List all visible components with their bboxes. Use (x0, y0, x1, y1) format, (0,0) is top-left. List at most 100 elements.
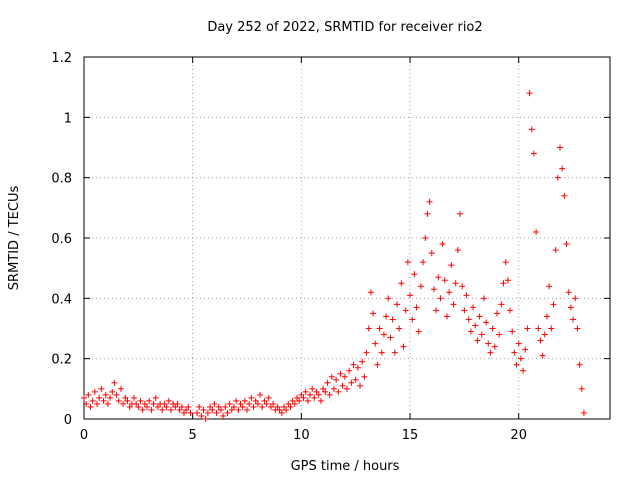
data-point (528, 126, 535, 133)
data-point (259, 403, 266, 410)
data-point (115, 397, 122, 404)
data-point (135, 403, 142, 410)
data-point (552, 247, 559, 254)
y-axis-label: SRMTID / TECUs (7, 186, 22, 291)
data-point (291, 400, 298, 407)
data-point (500, 280, 507, 287)
data-point (111, 379, 118, 386)
data-point (154, 403, 161, 410)
data-point (122, 394, 129, 401)
data-point (465, 316, 472, 323)
x-tick-label: 5 (189, 428, 197, 443)
data-point (161, 400, 168, 407)
data-point (287, 403, 294, 410)
data-point (559, 165, 566, 172)
x-tick-label: 20 (510, 428, 527, 443)
data-point (526, 90, 533, 97)
data-point (298, 391, 305, 398)
data-point (152, 394, 159, 401)
x-tick-label: 0 (80, 428, 88, 443)
data-point (196, 403, 203, 410)
data-point (483, 319, 490, 326)
data-point (491, 343, 498, 350)
data-point (309, 385, 316, 392)
data-point (417, 283, 424, 290)
data-point (109, 388, 116, 395)
data-point (146, 397, 153, 404)
data-point (241, 397, 248, 404)
data-point (230, 403, 237, 410)
y-tick-label: 0 (64, 413, 72, 428)
data-point (130, 394, 137, 401)
data-point (428, 250, 435, 257)
data-point (283, 406, 290, 413)
data-point (543, 313, 550, 320)
data-point (570, 316, 577, 323)
data-point (385, 295, 392, 302)
data-point (126, 403, 133, 410)
data-point (539, 352, 546, 359)
data-point (504, 277, 511, 284)
data-point (467, 328, 474, 335)
data-point (285, 400, 292, 407)
data-point (289, 397, 296, 404)
data-point (541, 331, 548, 338)
data-point (326, 391, 333, 398)
data-point (270, 400, 277, 407)
data-point (404, 259, 411, 266)
data-point (235, 406, 242, 413)
data-point (267, 403, 274, 410)
data-point (507, 307, 514, 314)
data-point (365, 325, 372, 332)
data-point (524, 325, 531, 332)
data-point (335, 388, 342, 395)
data-point (244, 406, 251, 413)
data-point (85, 391, 92, 398)
data-point (561, 192, 568, 199)
data-point (248, 394, 255, 401)
data-point (263, 400, 270, 407)
axis-tick-labels: 0 5 10 15 20 0 0.2 0.4 0.6 0.8 1 1.2 (51, 51, 527, 443)
data-point (311, 394, 318, 401)
axis-ticks (83, 56, 610, 420)
data-point (498, 301, 505, 308)
data-point (339, 382, 346, 389)
data-point (450, 301, 457, 308)
data-point (398, 280, 405, 287)
data-point (213, 409, 220, 416)
grid-lines (84, 57, 610, 419)
data-point (387, 334, 394, 341)
data-point (217, 406, 224, 413)
data-point (407, 292, 414, 299)
data-point (276, 406, 283, 413)
data-point (83, 400, 90, 407)
data-point (215, 403, 222, 410)
data-point (202, 416, 209, 422)
data-point (174, 400, 181, 407)
data-point (454, 247, 461, 254)
data-point (328, 373, 335, 380)
x-tick-label: 10 (293, 428, 310, 443)
data-point (91, 388, 98, 395)
data-point (165, 397, 172, 404)
data-point (257, 391, 264, 398)
data-point (261, 397, 268, 404)
data-point (533, 228, 540, 235)
data-point (341, 373, 348, 380)
data-point (304, 397, 311, 404)
y-tick-label: 0.6 (51, 232, 72, 247)
data-point (178, 403, 185, 410)
data-point (180, 409, 187, 416)
data-point (574, 325, 581, 332)
data-point (389, 316, 396, 323)
data-point (150, 400, 157, 407)
data-point (402, 307, 409, 314)
data-point (509, 328, 516, 335)
data-point (517, 355, 524, 362)
data-point (209, 406, 216, 413)
data-point (239, 403, 246, 410)
data-point (502, 259, 509, 266)
chart-title: Day 252 of 2022, SRMTID for receiver rio… (207, 20, 482, 35)
data-point (415, 328, 422, 335)
